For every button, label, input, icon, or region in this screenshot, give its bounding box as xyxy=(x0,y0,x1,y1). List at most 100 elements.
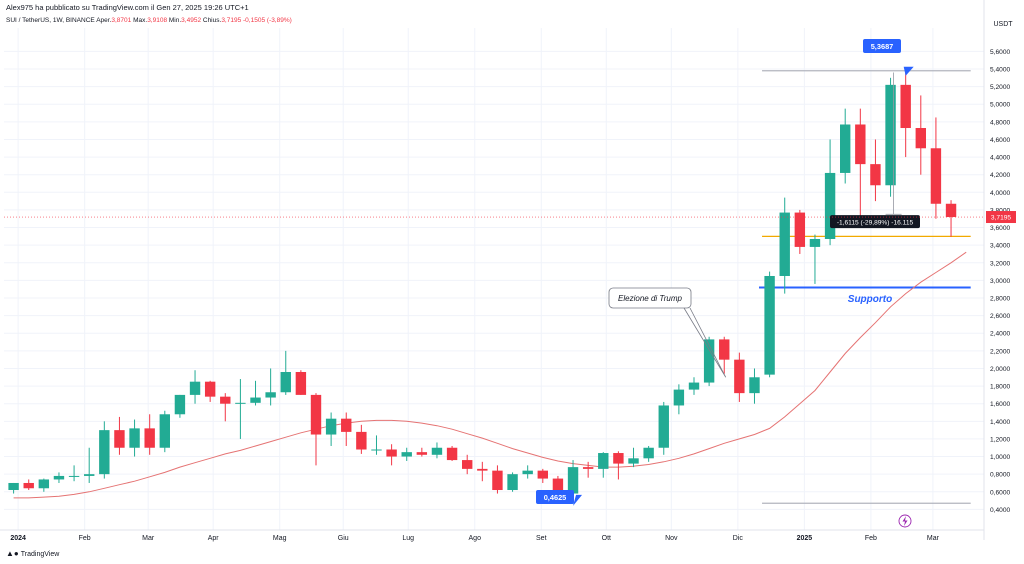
candle-body xyxy=(477,468,488,471)
x-tick-label: Apr xyxy=(208,535,220,542)
candle-body xyxy=(870,164,881,186)
candle-body xyxy=(507,474,518,491)
measure-label-bg xyxy=(830,215,920,229)
candle-body xyxy=(567,467,579,494)
candle-body xyxy=(492,470,503,491)
candle-body xyxy=(295,371,307,395)
y-tick-label: 3,8000 xyxy=(990,207,1011,214)
y-tick-label: 1,0000 xyxy=(990,454,1011,461)
candle-body xyxy=(53,475,65,480)
candle-body xyxy=(824,172,836,239)
moving-average-line xyxy=(13,251,967,499)
y-tick-label: 5,2000 xyxy=(990,84,1011,91)
candle-body xyxy=(688,382,700,390)
y-tick-label: 2,6000 xyxy=(990,313,1011,320)
low-label-pointer xyxy=(573,494,583,506)
y-tick-label: 0,4000 xyxy=(990,507,1011,514)
candle-body xyxy=(537,470,548,479)
candle-body xyxy=(734,359,745,394)
x-tick-label: 2025 xyxy=(797,535,813,542)
candle-body xyxy=(356,431,367,450)
symbol-name[interactable]: SUI / TetherUS, 1W, BINANCE xyxy=(6,17,95,24)
tradingview-logo-icon: ▲● xyxy=(6,549,19,558)
ohlc-close-label: Chius. xyxy=(202,17,222,24)
y-tick-label: 1,8000 xyxy=(990,384,1011,391)
candle-body xyxy=(174,394,186,415)
ohlc-open-label: Aper. xyxy=(96,17,112,24)
ohlc-high-value: 3,9108 xyxy=(147,17,168,24)
y-tick-label: 2,2000 xyxy=(990,348,1011,355)
candle-body xyxy=(703,339,715,383)
symbol-info-line: SUI / TetherUS, 1W, BINANCE Aper.3,8701 … xyxy=(6,17,292,24)
candle-body xyxy=(658,405,669,448)
x-tick-label: Giu xyxy=(338,535,349,542)
x-tick-label: Feb xyxy=(79,535,91,542)
candle-body xyxy=(341,418,352,432)
candle-body xyxy=(144,428,155,448)
candle-body xyxy=(250,397,261,403)
y-tick-label: 4,8000 xyxy=(990,119,1011,126)
candle-body xyxy=(522,470,533,475)
candle-body xyxy=(643,447,654,459)
candle-body xyxy=(325,418,337,435)
candle-body xyxy=(204,381,216,397)
x-tick-label: Set xyxy=(536,535,547,542)
support-label: Supporto xyxy=(848,294,892,305)
candle-body xyxy=(779,212,790,276)
high-label-bg xyxy=(863,39,901,53)
ohlc-low-value: 3,4952 xyxy=(181,17,202,24)
candle-body xyxy=(719,339,730,360)
y-tick-label: 0,6000 xyxy=(990,489,1011,496)
y-tick-label: 2,4000 xyxy=(990,331,1011,338)
candle-body xyxy=(265,392,276,398)
candle-body xyxy=(885,84,896,186)
candle-body xyxy=(99,430,110,475)
y-tick-label: 1,6000 xyxy=(990,401,1011,408)
candle-body xyxy=(749,377,760,394)
candle-body xyxy=(809,238,821,247)
candle-body xyxy=(220,396,231,404)
candle-body xyxy=(855,124,866,165)
ohlc-close-value: 3,7195 xyxy=(221,17,242,24)
y-tick-label: 1,2000 xyxy=(990,436,1011,443)
measure-label: -1,6115 (-29,89%) -16.115 xyxy=(837,220,914,227)
high-label-pointer xyxy=(903,66,914,76)
ohlc-low-label: Min. xyxy=(168,17,182,24)
candle-body xyxy=(431,447,443,455)
candle-body xyxy=(310,394,322,435)
y-tick-label: 4,2000 xyxy=(990,172,1011,179)
candle-body xyxy=(628,458,639,464)
footer-brand[interactable]: ▲● TradingView xyxy=(6,549,59,558)
y-tick-label: 5,6000 xyxy=(990,49,1011,56)
x-tick-label: Ott xyxy=(602,535,611,542)
candle-body xyxy=(673,389,685,406)
x-tick-label: Mag xyxy=(273,535,287,542)
y-tick-label: 4,6000 xyxy=(990,137,1011,144)
candle-body xyxy=(129,428,140,448)
brand-name: TradingView xyxy=(20,551,60,558)
y-tick-label: 4,0000 xyxy=(990,190,1011,197)
candle-body xyxy=(401,452,412,457)
lightning-icon-glyph xyxy=(902,516,908,526)
candle-body xyxy=(446,447,458,461)
high-label: 5,3687 xyxy=(871,42,894,51)
candle-body xyxy=(598,453,609,469)
y-tick-label: 2,0000 xyxy=(990,366,1011,373)
candle-body xyxy=(84,474,95,476)
candle-body xyxy=(114,430,125,448)
x-tick-label: Mar xyxy=(927,535,940,542)
candle-body xyxy=(552,478,564,494)
candle-body xyxy=(23,482,34,489)
y-tick-label: 3,0000 xyxy=(990,278,1011,285)
candle-body xyxy=(8,482,19,491)
candle-body xyxy=(68,475,80,477)
currency-label: USDT xyxy=(993,21,1013,28)
candle-body xyxy=(38,479,50,489)
x-tick-label: Mar xyxy=(142,535,155,542)
x-tick-label: Dic xyxy=(733,535,744,542)
ohlc-high-label: Max. xyxy=(133,17,148,24)
candle-body xyxy=(930,148,942,204)
candle-body xyxy=(235,402,246,404)
low-label-bg xyxy=(536,490,574,504)
